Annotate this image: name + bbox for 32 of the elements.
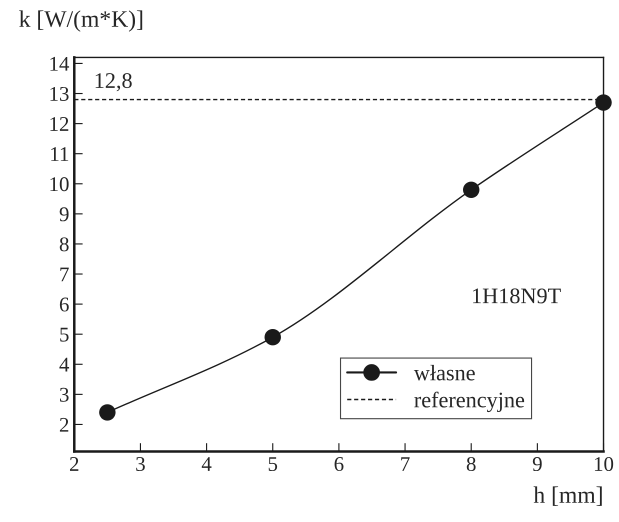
x-tick-label: 5: [268, 457, 278, 472]
point: [462, 182, 480, 198]
y-tick-label: 9: [60, 207, 69, 222]
legend-label: referencyjne: [414, 392, 524, 412]
x-tick-label: 9: [532, 457, 542, 472]
y-tick-label: 14: [50, 56, 70, 71]
annotation: 12,8: [96, 73, 132, 92]
y-tick-label: 3: [60, 388, 69, 402]
point: [99, 404, 116, 421]
x-tick-label: 10: [594, 456, 614, 472]
y-tick-label: 11: [51, 147, 68, 161]
point: [264, 328, 281, 346]
x-axis-title: h [mm]: [534, 486, 602, 506]
y-tick-label: 13: [50, 86, 69, 101]
y-tick-label: 2: [60, 418, 68, 432]
y-tick-label: 10: [50, 177, 69, 192]
legend-label: własne: [414, 364, 475, 380]
annotation: 1H18N9T: [473, 288, 561, 304]
y-tick-label: 12: [50, 117, 68, 131]
y-tick-label: 8: [60, 237, 69, 252]
x-tick-label: 2: [70, 457, 78, 471]
x-tick-label: 3: [136, 457, 145, 472]
point: [595, 94, 612, 111]
y-tick-label: 4: [59, 358, 70, 372]
y-tick-label: 6: [60, 298, 69, 312]
y-axis-title: k [W/(m*K)]: [19, 10, 142, 32]
y-tick-label: 7: [60, 268, 69, 282]
x-tick-label: 6: [334, 457, 344, 472]
y-tick-label: 5: [60, 328, 69, 342]
x-tick-label: 8: [466, 456, 476, 472]
x-tick-label: 4: [202, 457, 212, 471]
x-tick-label: 7: [401, 457, 410, 471]
